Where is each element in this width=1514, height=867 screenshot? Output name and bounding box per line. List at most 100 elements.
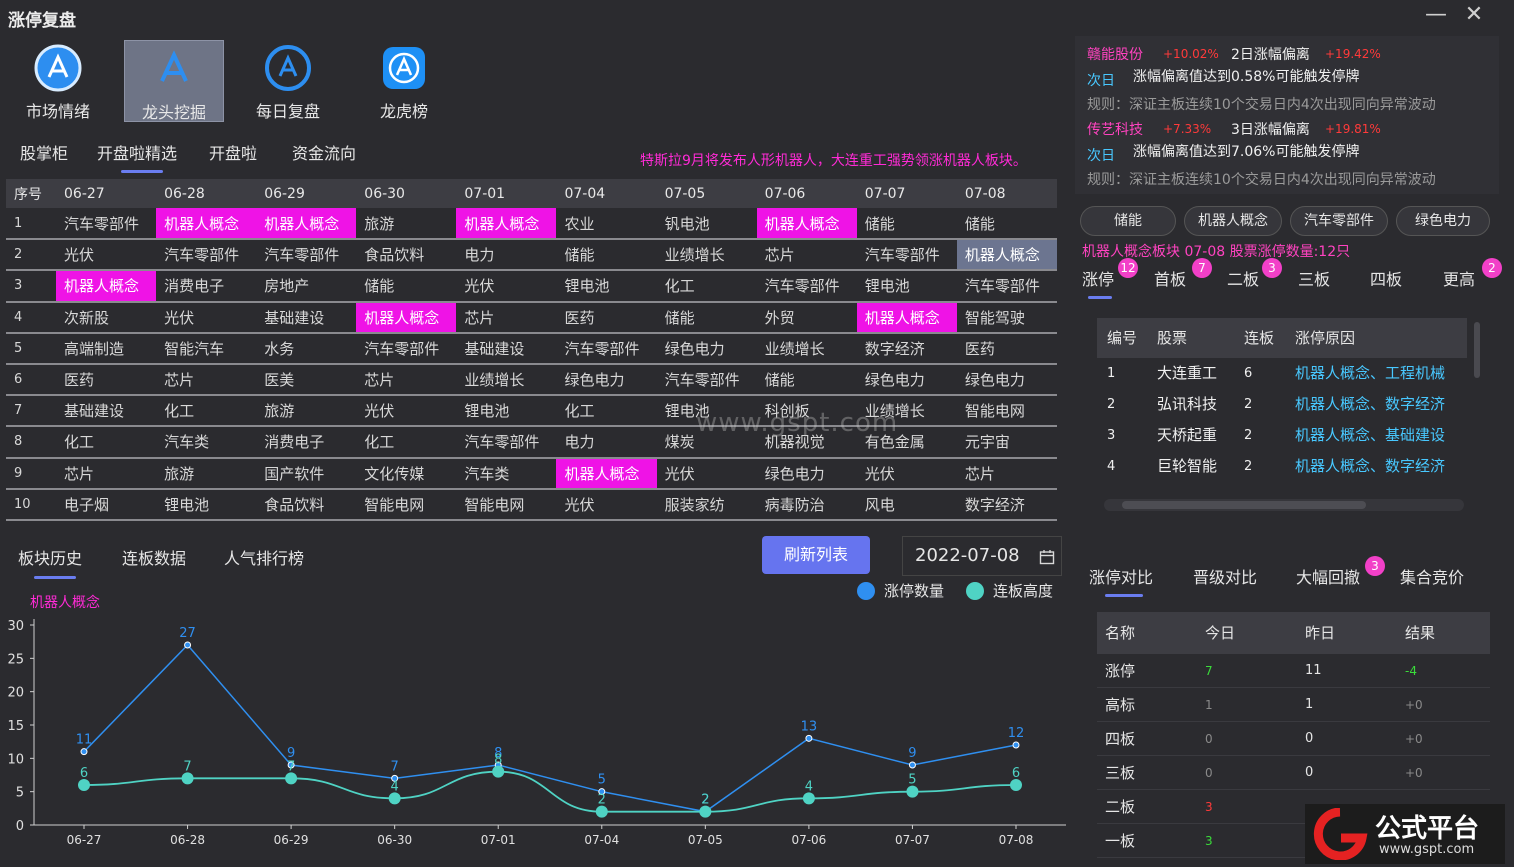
sector-cell[interactable]: 基础建设 <box>256 301 357 334</box>
sector-cell[interactable]: 储能 <box>756 363 857 397</box>
table-row[interactable]: 10 电子烟 锂电池 食品饮料 智能电网 智能电网 光伏 服装家纺 病毒防治 风电 数字经济 <box>6 488 1057 521</box>
sector-cell[interactable]: 机器人概念 <box>156 208 257 241</box>
sector-cell[interactable]: 医药 <box>956 332 1057 365</box>
sector-cell[interactable]: 科创板 <box>756 395 857 428</box>
table-row[interactable]: 2 光伏 汽车零部件 汽车零部件 食品饮料 电力 储能 业绩增长 芯片 汽车零部件 机器人概念 <box>6 239 1057 272</box>
date-picker[interactable]: 2022-07-08 <box>902 536 1062 576</box>
sector-cell[interactable]: 服装家纺 <box>656 488 757 521</box>
tab-kaipanla-selected[interactable]: 开盘啦精选 <box>97 144 178 163</box>
sector-cell[interactable]: 病毒防治 <box>756 488 857 521</box>
sector-cell[interactable]: 高端制造 <box>56 332 157 365</box>
sector-cell[interactable]: 机器人概念 <box>956 239 1057 272</box>
table-row[interactable]: 7 基础建设 化工 旅游 光伏 锂电池 化工 锂电池 科创板 业绩增长 智能电网 <box>6 395 1057 428</box>
sector-cell[interactable]: 机器人概念 <box>756 208 857 241</box>
sector-cell[interactable]: 化工 <box>356 426 457 459</box>
sector-cell[interactable]: 汽车零部件 <box>56 208 157 241</box>
sector-cell[interactable]: 旅游 <box>156 457 257 490</box>
sector-cell[interactable]: 化工 <box>556 395 657 428</box>
sector-cell[interactable]: 旅游 <box>256 395 357 428</box>
compare-tab[interactable]: 集合竞价 <box>1400 568 1465 587</box>
table-row[interactable]: 8 化工 汽车类 消费电子 化工 汽车零部件 电力 煤炭 机器视觉 有色金属 元宇宙 <box>6 426 1057 459</box>
sector-cell[interactable]: 汽车零部件 <box>956 270 1057 303</box>
sector-cell[interactable]: 汽车零部件 <box>856 239 957 272</box>
table-row[interactable]: 1 大连重工 6 机器人概念、工程机械 <box>1097 358 1467 389</box>
refresh-list-button[interactable]: 刷新列表 <box>762 536 870 574</box>
sector-cell[interactable]: 化工 <box>156 395 257 428</box>
sector-cell[interactable]: 光伏 <box>156 301 257 334</box>
sector-cell[interactable]: 医美 <box>256 363 357 397</box>
sector-cell[interactable]: 汽车零部件 <box>756 270 857 303</box>
sector-cell[interactable]: 机器人概念 <box>456 208 557 241</box>
sector-cell[interactable]: 数字经济 <box>956 488 1057 521</box>
sector-cell[interactable]: 化工 <box>56 426 157 459</box>
sector-cell[interactable]: 次新股 <box>56 301 157 334</box>
compare-tab[interactable]: 晋级对比 <box>1193 568 1258 587</box>
sector-cell[interactable]: 汽车零部件 <box>156 239 257 272</box>
compare-tab[interactable]: 涨停对比 <box>1089 568 1154 587</box>
filter-pill-robot[interactable]: 机器人概念 <box>1184 206 1282 236</box>
sector-cell[interactable]: 机器人概念 <box>256 208 357 241</box>
table-row[interactable]: 2 弘讯科技 2 机器人概念、数字经济 <box>1097 389 1467 420</box>
calendar-icon[interactable] <box>1039 549 1055 565</box>
sector-cell[interactable]: 旅游 <box>356 208 457 241</box>
sector-cell[interactable]: 汽车零部件 <box>656 363 757 397</box>
sector-cell[interactable]: 汽车零部件 <box>556 332 657 365</box>
sector-cell[interactable]: 文化传媒 <box>356 457 457 490</box>
tab-consecutive-data[interactable]: 连板数据 <box>122 549 187 568</box>
scrollbar-thumb[interactable] <box>1122 501 1366 509</box>
table-row[interactable]: 3 机器人概念 消费电子 房地产 储能 光伏 锂电池 化工 汽车零部件 锂电池 汽车零部件 <box>6 270 1057 303</box>
sector-cell[interactable]: 储能 <box>856 208 957 241</box>
sector-cell[interactable]: 芯片 <box>956 457 1057 490</box>
table-row[interactable]: 6 医药 芯片 医美 芯片 业绩增长 绿色电力 汽车零部件 储能 绿色电力 绿色电力 <box>6 363 1057 397</box>
sector-cell[interactable]: 锂电池 <box>156 488 257 521</box>
sector-cell[interactable]: 消费电子 <box>156 270 257 303</box>
table-row[interactable]: 9 芯片 旅游 国产软件 文化传媒 汽车类 机器人概念 光伏 绿色电力 光伏 芯片 <box>6 457 1057 490</box>
news-ticker[interactable]: 特斯拉9月将发布人形机器人，大连重工强势领涨机器人板块。 <box>640 153 1027 169</box>
sector-cell[interactable]: 电子烟 <box>56 488 157 521</box>
sector-cell[interactable]: 机器人概念 <box>356 301 457 334</box>
table-row[interactable]: 1 汽车零部件 机器人概念 机器人概念 旅游 机器人概念 农业 钒电池 机器人概念 储能 储能 <box>6 208 1057 241</box>
sector-cell[interactable]: 汽车零部件 <box>456 426 557 459</box>
sector-cell[interactable]: 基础建设 <box>456 332 557 365</box>
sector-cell[interactable]: 化工 <box>656 270 757 303</box>
sector-cell[interactable]: 机器视觉 <box>756 426 857 459</box>
sector-cell[interactable]: 光伏 <box>656 457 757 490</box>
sector-cell[interactable]: 房地产 <box>256 270 357 303</box>
sector-cell[interactable]: 光伏 <box>556 488 657 521</box>
horizontal-scrollbar[interactable] <box>1104 499 1464 511</box>
minimize-button[interactable]: — <box>1425 2 1447 27</box>
sector-cell[interactable]: 食品饮料 <box>356 239 457 272</box>
sector-cell[interactable]: 外贸 <box>756 301 857 334</box>
nav-leader-mining[interactable]: 龙头挖掘 <box>124 40 224 122</box>
sector-cell[interactable]: 机器人概念 <box>556 457 657 490</box>
sector-cell[interactable]: 风电 <box>856 488 957 521</box>
sector-cell[interactable]: 智能驾驶 <box>956 301 1057 334</box>
sector-cell[interactable]: 锂电池 <box>556 270 657 303</box>
sector-cell[interactable]: 芯片 <box>156 363 257 397</box>
sector-cell[interactable]: 芯片 <box>356 363 457 397</box>
table-row[interactable]: 3 天桥起重 2 机器人概念、基础建设 <box>1097 420 1467 451</box>
sector-cell[interactable]: 光伏 <box>856 457 957 490</box>
sector-cell[interactable]: 医药 <box>556 301 657 334</box>
sector-cell[interactable]: 储能 <box>956 208 1057 241</box>
filter-pill-energy-storage[interactable]: 储能 <box>1080 206 1176 236</box>
board-tab[interactable]: 首板 <box>1154 270 1187 289</box>
tab-kaipanla[interactable]: 开盘啦 <box>209 144 258 163</box>
sector-cell[interactable]: 智能电网 <box>456 488 557 521</box>
sector-cell[interactable]: 机器人概念 <box>856 301 957 334</box>
sector-cell[interactable]: 食品饮料 <box>256 488 357 521</box>
sector-cell[interactable]: 储能 <box>656 301 757 334</box>
filter-pill-auto-parts[interactable]: 汽车零部件 <box>1290 206 1388 236</box>
sector-cell[interactable]: 基础建设 <box>56 395 157 428</box>
sector-cell[interactable]: 绿色电力 <box>756 457 857 490</box>
sector-cell[interactable]: 汽车零部件 <box>256 239 357 272</box>
sector-cell[interactable]: 光伏 <box>56 239 157 272</box>
sector-cell[interactable]: 有色金属 <box>856 426 957 459</box>
sector-cell[interactable]: 元宇宙 <box>956 426 1057 459</box>
sector-cell[interactable]: 锂电池 <box>656 395 757 428</box>
sector-cell[interactable]: 光伏 <box>356 395 457 428</box>
sector-cell[interactable]: 电力 <box>556 426 657 459</box>
board-tab[interactable]: 四板 <box>1370 270 1403 289</box>
sector-cell[interactable]: 农业 <box>556 208 657 241</box>
tab-popularity-ranking[interactable]: 人气排行榜 <box>224 549 305 568</box>
